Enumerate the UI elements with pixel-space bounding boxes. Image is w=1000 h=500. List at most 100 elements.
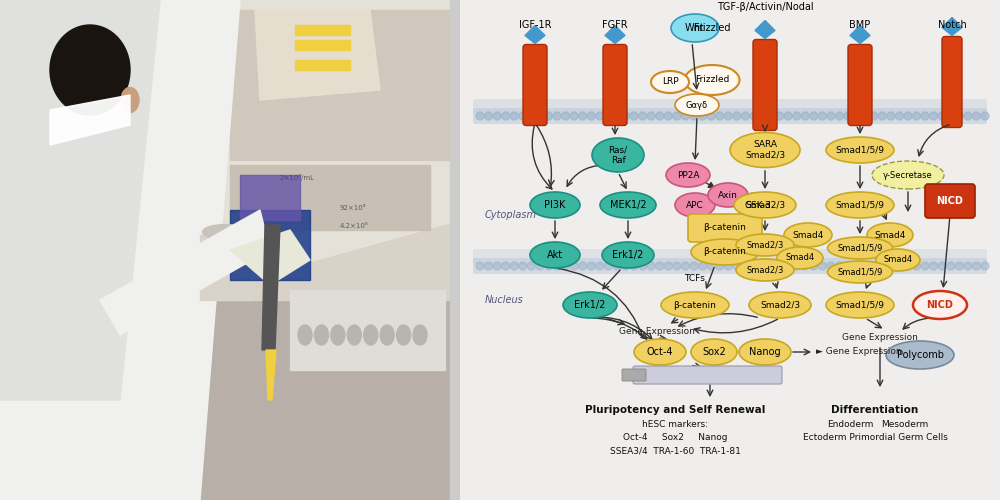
FancyBboxPatch shape xyxy=(603,44,627,126)
Circle shape xyxy=(921,262,929,270)
Circle shape xyxy=(835,112,843,120)
Circle shape xyxy=(630,112,638,120)
Circle shape xyxy=(776,112,784,120)
Circle shape xyxy=(810,112,818,120)
Text: Ectoderm Primordial Germ Cells: Ectoderm Primordial Germ Cells xyxy=(803,433,947,442)
Circle shape xyxy=(801,112,809,120)
FancyBboxPatch shape xyxy=(622,369,646,381)
Circle shape xyxy=(724,262,732,270)
Circle shape xyxy=(716,262,724,270)
Bar xyxy=(290,290,445,370)
Text: Smad2/3: Smad2/3 xyxy=(745,200,785,209)
FancyBboxPatch shape xyxy=(523,44,547,126)
Circle shape xyxy=(587,262,595,270)
Circle shape xyxy=(613,262,621,270)
Circle shape xyxy=(536,262,544,270)
Ellipse shape xyxy=(314,325,328,345)
Text: APC: APC xyxy=(686,200,704,209)
Circle shape xyxy=(741,112,749,120)
Circle shape xyxy=(536,112,544,120)
Circle shape xyxy=(776,262,784,270)
Circle shape xyxy=(527,262,535,270)
Circle shape xyxy=(801,262,809,270)
Text: β-catenin: β-catenin xyxy=(704,248,746,256)
Circle shape xyxy=(870,262,878,270)
Circle shape xyxy=(972,262,980,270)
Circle shape xyxy=(827,262,835,270)
Ellipse shape xyxy=(202,224,248,240)
Ellipse shape xyxy=(592,138,644,172)
Polygon shape xyxy=(942,18,962,36)
Circle shape xyxy=(553,262,561,270)
FancyBboxPatch shape xyxy=(688,214,762,242)
Circle shape xyxy=(596,262,604,270)
Circle shape xyxy=(510,112,518,120)
Polygon shape xyxy=(525,26,545,44)
Circle shape xyxy=(510,262,518,270)
Ellipse shape xyxy=(784,223,832,247)
Text: Oct-4: Oct-4 xyxy=(647,347,673,357)
Ellipse shape xyxy=(675,94,719,116)
FancyBboxPatch shape xyxy=(753,40,777,130)
Ellipse shape xyxy=(364,325,378,345)
Circle shape xyxy=(895,112,903,120)
Text: Frizzled: Frizzled xyxy=(695,76,729,84)
Circle shape xyxy=(553,112,561,120)
FancyBboxPatch shape xyxy=(473,108,987,124)
Circle shape xyxy=(793,112,801,120)
Circle shape xyxy=(724,112,732,120)
Text: Smad2/3: Smad2/3 xyxy=(746,266,784,274)
Circle shape xyxy=(955,262,963,270)
Text: Erk1/2: Erk1/2 xyxy=(574,300,606,310)
Ellipse shape xyxy=(708,183,748,207)
Circle shape xyxy=(544,112,552,120)
Polygon shape xyxy=(850,26,870,44)
Text: Notch: Notch xyxy=(938,20,966,30)
Ellipse shape xyxy=(691,339,737,365)
Text: Ras/
Raf: Ras/ Raf xyxy=(608,146,628,165)
Circle shape xyxy=(758,112,766,120)
Circle shape xyxy=(964,112,972,120)
Circle shape xyxy=(818,262,826,270)
Bar xyxy=(295,40,350,50)
Polygon shape xyxy=(0,0,240,500)
Circle shape xyxy=(895,262,903,270)
Polygon shape xyxy=(50,95,130,145)
Text: Axin: Axin xyxy=(718,190,738,200)
Circle shape xyxy=(972,112,980,120)
Text: FGFR: FGFR xyxy=(602,20,628,30)
Circle shape xyxy=(639,112,647,120)
Circle shape xyxy=(793,262,801,270)
Circle shape xyxy=(767,262,775,270)
Text: Nucleus: Nucleus xyxy=(485,295,524,305)
Text: Gene Expression: Gene Expression xyxy=(619,328,695,336)
Circle shape xyxy=(878,262,886,270)
Ellipse shape xyxy=(872,161,944,189)
Circle shape xyxy=(699,262,707,270)
Ellipse shape xyxy=(347,325,361,345)
Circle shape xyxy=(681,112,689,120)
Text: Frizzled: Frizzled xyxy=(694,23,730,33)
Circle shape xyxy=(887,112,895,120)
Circle shape xyxy=(947,262,955,270)
Circle shape xyxy=(647,262,655,270)
Text: LRP: LRP xyxy=(662,78,678,86)
Circle shape xyxy=(690,112,698,120)
Circle shape xyxy=(562,262,570,270)
FancyBboxPatch shape xyxy=(942,36,962,128)
Circle shape xyxy=(476,262,484,270)
Polygon shape xyxy=(266,350,276,400)
Circle shape xyxy=(493,112,501,120)
Circle shape xyxy=(570,112,578,120)
Ellipse shape xyxy=(734,192,796,218)
Text: Wnt: Wnt xyxy=(685,23,705,33)
Ellipse shape xyxy=(563,292,617,318)
Circle shape xyxy=(596,112,604,120)
Text: Gαγδ: Gαγδ xyxy=(686,100,708,110)
FancyBboxPatch shape xyxy=(473,258,987,274)
Circle shape xyxy=(690,262,698,270)
Polygon shape xyxy=(230,230,310,285)
Text: Smad4: Smad4 xyxy=(785,254,815,262)
Circle shape xyxy=(887,262,895,270)
Circle shape xyxy=(613,112,621,120)
